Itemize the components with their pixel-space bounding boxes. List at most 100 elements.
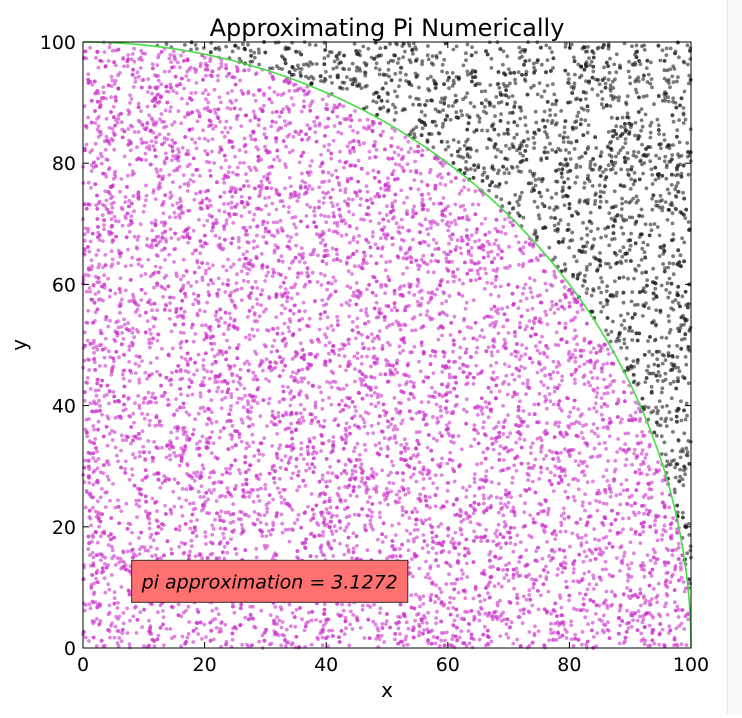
inside-point	[493, 284, 498, 289]
inside-point	[312, 213, 317, 218]
inside-point	[255, 297, 259, 301]
inside-point	[172, 412, 177, 417]
inside-point	[505, 392, 510, 397]
inside-point	[300, 617, 304, 622]
inside-point	[563, 447, 567, 452]
inside-point	[668, 580, 673, 585]
inside-point	[169, 236, 174, 240]
inside-point	[682, 627, 687, 631]
inside-point	[365, 117, 370, 122]
inside-point	[87, 451, 91, 455]
inside-point	[148, 361, 153, 365]
inside-point	[608, 383, 613, 387]
inside-point	[164, 89, 169, 94]
inside-point	[316, 253, 320, 258]
inside-point	[181, 331, 186, 335]
inside-point	[103, 363, 108, 368]
inside-point	[239, 417, 244, 422]
inside-point	[496, 331, 501, 336]
inside-point	[92, 427, 96, 432]
inside-point	[95, 127, 100, 132]
inside-point	[130, 330, 135, 335]
inside-point	[444, 582, 449, 586]
inside-point	[477, 485, 482, 490]
inside-point	[271, 497, 275, 502]
inside-point	[190, 476, 195, 480]
inside-point	[350, 472, 355, 476]
inside-point	[300, 379, 304, 384]
inside-point	[626, 572, 630, 577]
inside-point	[139, 109, 143, 113]
inside-point	[513, 334, 517, 339]
inside-point	[518, 608, 523, 613]
inside-point	[549, 548, 554, 553]
inside-point	[397, 231, 402, 236]
inside-point	[343, 221, 348, 226]
inside-point	[639, 603, 643, 608]
inside-point	[239, 214, 244, 219]
inside-point	[293, 645, 298, 650]
inside-point	[244, 172, 248, 177]
inside-point	[107, 603, 112, 608]
inside-point	[136, 101, 141, 106]
inside-point	[643, 456, 648, 460]
inside-point	[119, 433, 124, 438]
inside-point	[331, 440, 336, 444]
inside-point	[213, 517, 217, 522]
inside-point	[464, 228, 469, 232]
inside-point	[226, 510, 231, 515]
inside-point	[280, 331, 285, 336]
inside-point	[648, 442, 652, 447]
inside-point	[272, 480, 277, 485]
inside-point	[350, 627, 355, 631]
inside-point	[222, 536, 226, 540]
inside-point	[402, 437, 407, 442]
inside-point	[301, 300, 306, 305]
inside-point	[664, 579, 668, 584]
inside-point	[350, 468, 355, 473]
inside-point	[86, 115, 90, 120]
inside-point	[96, 156, 100, 161]
inside-point	[201, 466, 206, 471]
inside-point	[571, 570, 576, 575]
inside-point	[496, 420, 501, 425]
inside-point	[134, 498, 139, 503]
inside-point	[504, 632, 509, 636]
inside-point	[675, 604, 680, 609]
inside-point	[217, 150, 222, 155]
inside-point	[110, 438, 115, 442]
inside-point	[87, 368, 91, 372]
inside-point	[314, 618, 318, 622]
inside-point	[245, 399, 250, 404]
inside-point	[475, 462, 479, 467]
inside-point	[178, 65, 182, 70]
inside-point	[448, 595, 453, 600]
inside-point	[479, 539, 483, 544]
inside-point	[106, 543, 111, 547]
inside-point	[581, 424, 585, 428]
inside-point	[245, 359, 250, 364]
inside-point	[330, 187, 335, 192]
inside-point	[531, 517, 536, 521]
inside-point	[405, 195, 409, 200]
inside-point	[527, 630, 532, 634]
inside-point	[96, 388, 101, 393]
inside-point	[252, 334, 256, 338]
inside-point	[228, 408, 233, 412]
inside-point	[544, 453, 549, 458]
inside-point	[495, 495, 499, 500]
inside-point	[326, 214, 331, 219]
inside-point	[210, 149, 214, 154]
inside-point	[261, 453, 265, 457]
inside-point	[265, 544, 270, 548]
inside-point	[573, 348, 578, 353]
inside-point	[226, 170, 231, 175]
inside-point	[397, 521, 401, 526]
inside-point	[540, 556, 545, 561]
inside-point	[212, 107, 217, 112]
inside-point	[537, 477, 542, 481]
inside-point	[282, 497, 287, 502]
inside-point	[265, 506, 270, 511]
inside-point	[530, 360, 535, 365]
inside-point	[676, 615, 681, 619]
